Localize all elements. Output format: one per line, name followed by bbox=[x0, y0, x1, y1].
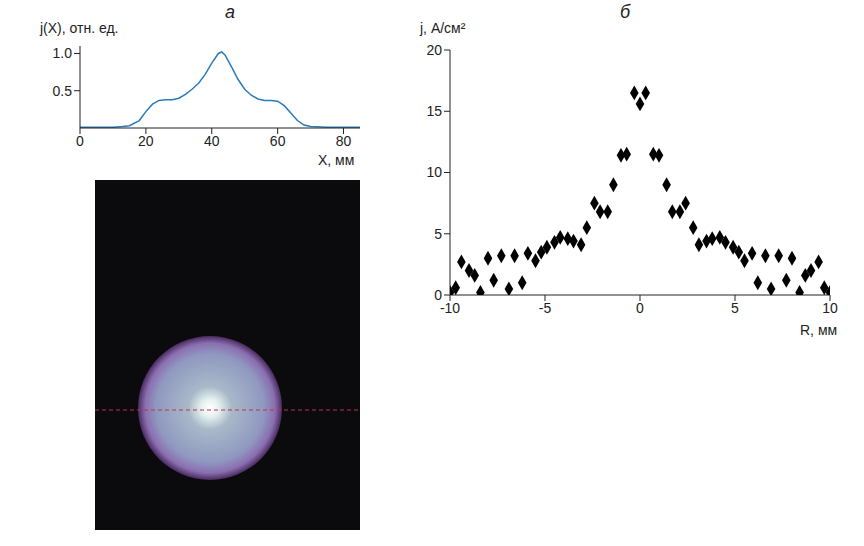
svg-text:0: 0 bbox=[76, 133, 84, 149]
html-text:X, мм: X, мм bbox=[318, 152, 355, 168]
svg-text:0: 0 bbox=[636, 300, 644, 316]
svg-text:0: 0 bbox=[434, 287, 442, 303]
svg-text:-10: -10 bbox=[440, 300, 460, 316]
html-text:j(X), отн. ед.: j(X), отн. ед. bbox=[40, 20, 119, 36]
svg-text:20: 20 bbox=[138, 133, 154, 149]
html-text:б: б bbox=[620, 2, 631, 22]
svg-text:10: 10 bbox=[426, 164, 442, 180]
svg-text:60: 60 bbox=[270, 133, 286, 149]
html-text:j, А/см²: j, А/см² bbox=[420, 20, 466, 36]
svg-text:80: 80 bbox=[336, 133, 352, 149]
svg-text:5: 5 bbox=[434, 226, 442, 242]
svg-text:40: 40 bbox=[204, 133, 220, 149]
svg-text:5: 5 bbox=[731, 300, 739, 316]
svg-text:10: 10 bbox=[822, 300, 838, 316]
svg-text:20: 20 bbox=[426, 42, 442, 58]
svg-text:1.0: 1.0 bbox=[53, 45, 73, 61]
svg-text:-5: -5 bbox=[539, 300, 552, 316]
svg-text:0.5: 0.5 bbox=[53, 83, 73, 99]
html-text:а: а bbox=[225, 2, 235, 22]
html-text:R, мм: R, мм bbox=[800, 322, 838, 338]
svg-text:15: 15 bbox=[426, 103, 442, 119]
